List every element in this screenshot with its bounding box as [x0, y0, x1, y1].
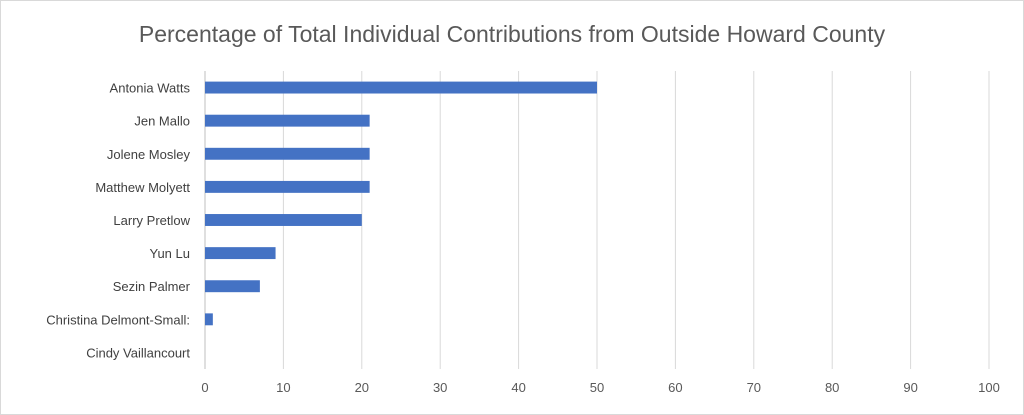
bar	[205, 180, 370, 193]
x-tick-label: 100	[978, 380, 1000, 395]
x-tick-label: 60	[668, 380, 682, 395]
category-label: Antonia Watts	[110, 81, 191, 96]
x-tick-label: 90	[903, 380, 917, 395]
category-label: Jen Mallo	[134, 114, 190, 129]
bar	[205, 114, 370, 127]
bar	[205, 247, 276, 260]
x-tick-label: 70	[747, 380, 761, 395]
x-tick-label: 80	[825, 380, 839, 395]
category-label: Sezin Palmer	[113, 279, 191, 294]
x-tick-label: 20	[355, 380, 369, 395]
x-tick-label: 50	[590, 380, 604, 395]
category-label: Matthew Molyett	[95, 180, 190, 195]
x-tick-label: 10	[276, 380, 290, 395]
category-labels: Antonia Watts Jen Mallo Jolene Mosley Matth…	[46, 81, 190, 361]
category-label: Jolene Mosley	[107, 147, 191, 162]
x-axis-tick-labels: 0 10 20 30 40 50 60 70 80 90 100	[201, 380, 999, 395]
category-label: Christina Delmont-Small:	[46, 312, 190, 327]
chart-title: Percentage of Total Individual Contribut…	[139, 21, 886, 47]
bar	[205, 214, 362, 226]
x-tick-label: 0	[201, 380, 208, 395]
category-label: Cindy Vaillancourt	[86, 345, 190, 360]
bar	[205, 81, 597, 94]
x-tick-label: 30	[433, 380, 447, 395]
category-label: Larry Pretlow	[113, 213, 190, 228]
bars	[205, 81, 597, 326]
x-tick-label: 40	[511, 380, 525, 395]
category-label: Yun Lu	[150, 246, 191, 261]
bar	[205, 280, 260, 293]
bar	[205, 313, 213, 326]
bar	[205, 147, 370, 160]
